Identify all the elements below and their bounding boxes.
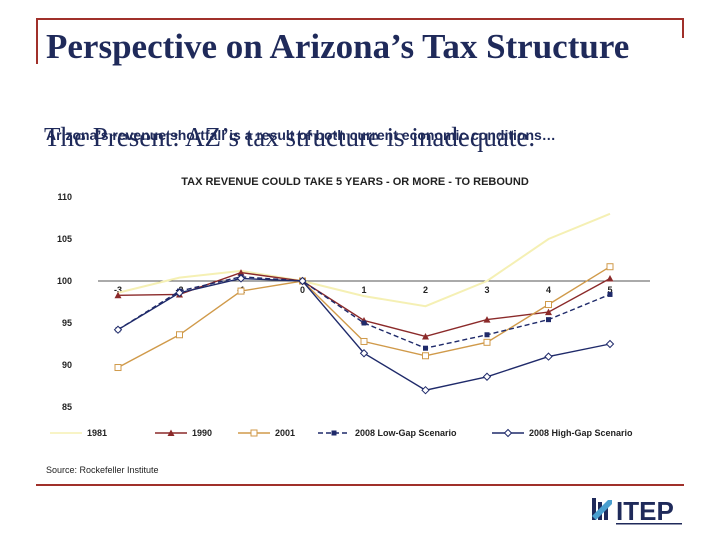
data-point-series-4 [605,339,615,349]
x-tick-label: 3 [484,285,489,295]
data-point-series-3 [546,317,551,323]
source-note: Source: Rockefeller Institute [46,465,159,475]
y-tick-label: 110 [57,192,72,202]
frame-bottom-line [36,484,684,486]
data-point-series-4 [544,352,553,361]
data-point-series-3 [607,291,613,297]
itep-logo-text: ITEP [616,496,674,526]
data-point-series-4 [359,349,369,358]
legend-marker-3 [331,430,337,436]
slide-title: Perspective on Arizona’s Tax Structure [46,27,630,66]
data-point-series-2 [114,364,122,372]
frame-left-line [36,18,38,64]
legend-marker-2 [250,429,258,437]
x-tick-label: 5 [607,285,612,295]
legend-label-0: 1981 [87,428,107,438]
data-point-series-2 [237,287,245,295]
itep-logo-mark [592,498,612,520]
legend-label-3: 2008 Low-Gap Scenario [355,428,457,438]
data-point-series-4 [298,276,307,286]
x-tick-label: 4 [546,285,551,295]
x-tick-label: 0 [300,285,305,295]
y-tick-label: 100 [57,276,72,286]
data-point-series-1 [483,316,491,323]
data-point-series-1 [606,274,614,282]
data-point-series-2 [545,301,552,309]
series-line-0 [117,212,611,308]
slide-subtitle-small: Arizona’s revenue shortfall is a result … [46,127,556,143]
legend-marker-4 [503,428,513,438]
y-tick-label: 85 [62,402,72,412]
legend-marker-1 [167,429,175,436]
frame-top-line [36,18,684,20]
data-point-series-2 [422,352,429,360]
y-tick-label: 90 [62,360,72,370]
y-tick-label: 95 [62,318,72,328]
data-point-series-3 [361,320,367,326]
data-point-series-1 [545,308,552,316]
legend-label-1: 1990 [192,428,212,438]
data-point-series-1 [422,332,429,340]
data-point-series-3 [423,345,428,351]
tax-revenue-chart: TAX REVENUE COULD TAKE 5 YEARS - OR MORE… [50,176,650,438]
data-point-series-3 [484,332,490,338]
x-tick-label: 2 [423,285,428,295]
data-point-series-4 [236,274,246,283]
chart-title: TAX REVENUE COULD TAKE 5 YEARS - OR MORE… [181,176,529,188]
x-tick-label: -3 [114,285,122,295]
data-point-series-4 [113,325,123,334]
data-point-series-2 [483,338,491,346]
y-tick-label: 105 [57,234,72,244]
x-tick-label: 1 [361,285,366,295]
data-point-series-4 [175,288,184,297]
data-point-series-1 [114,291,122,299]
data-point-series-2 [360,337,368,345]
data-point-series-4 [421,385,430,395]
itep-logo-tagline-bar [616,523,682,525]
data-point-series-2 [606,263,614,271]
legend-label-4: 2008 High-Gap Scenario [529,428,633,438]
data-point-series-2 [176,331,183,339]
frame-right-line [682,18,684,38]
itep-logo: ITEP [592,496,682,526]
data-point-series-1 [237,269,245,276]
data-point-series-4 [482,372,492,381]
slide-subtitle-large: The Present: AZ’s tax structure is inade… [44,122,536,152]
series-line-3 [117,276,611,349]
legend-label-2: 2001 [275,428,295,438]
